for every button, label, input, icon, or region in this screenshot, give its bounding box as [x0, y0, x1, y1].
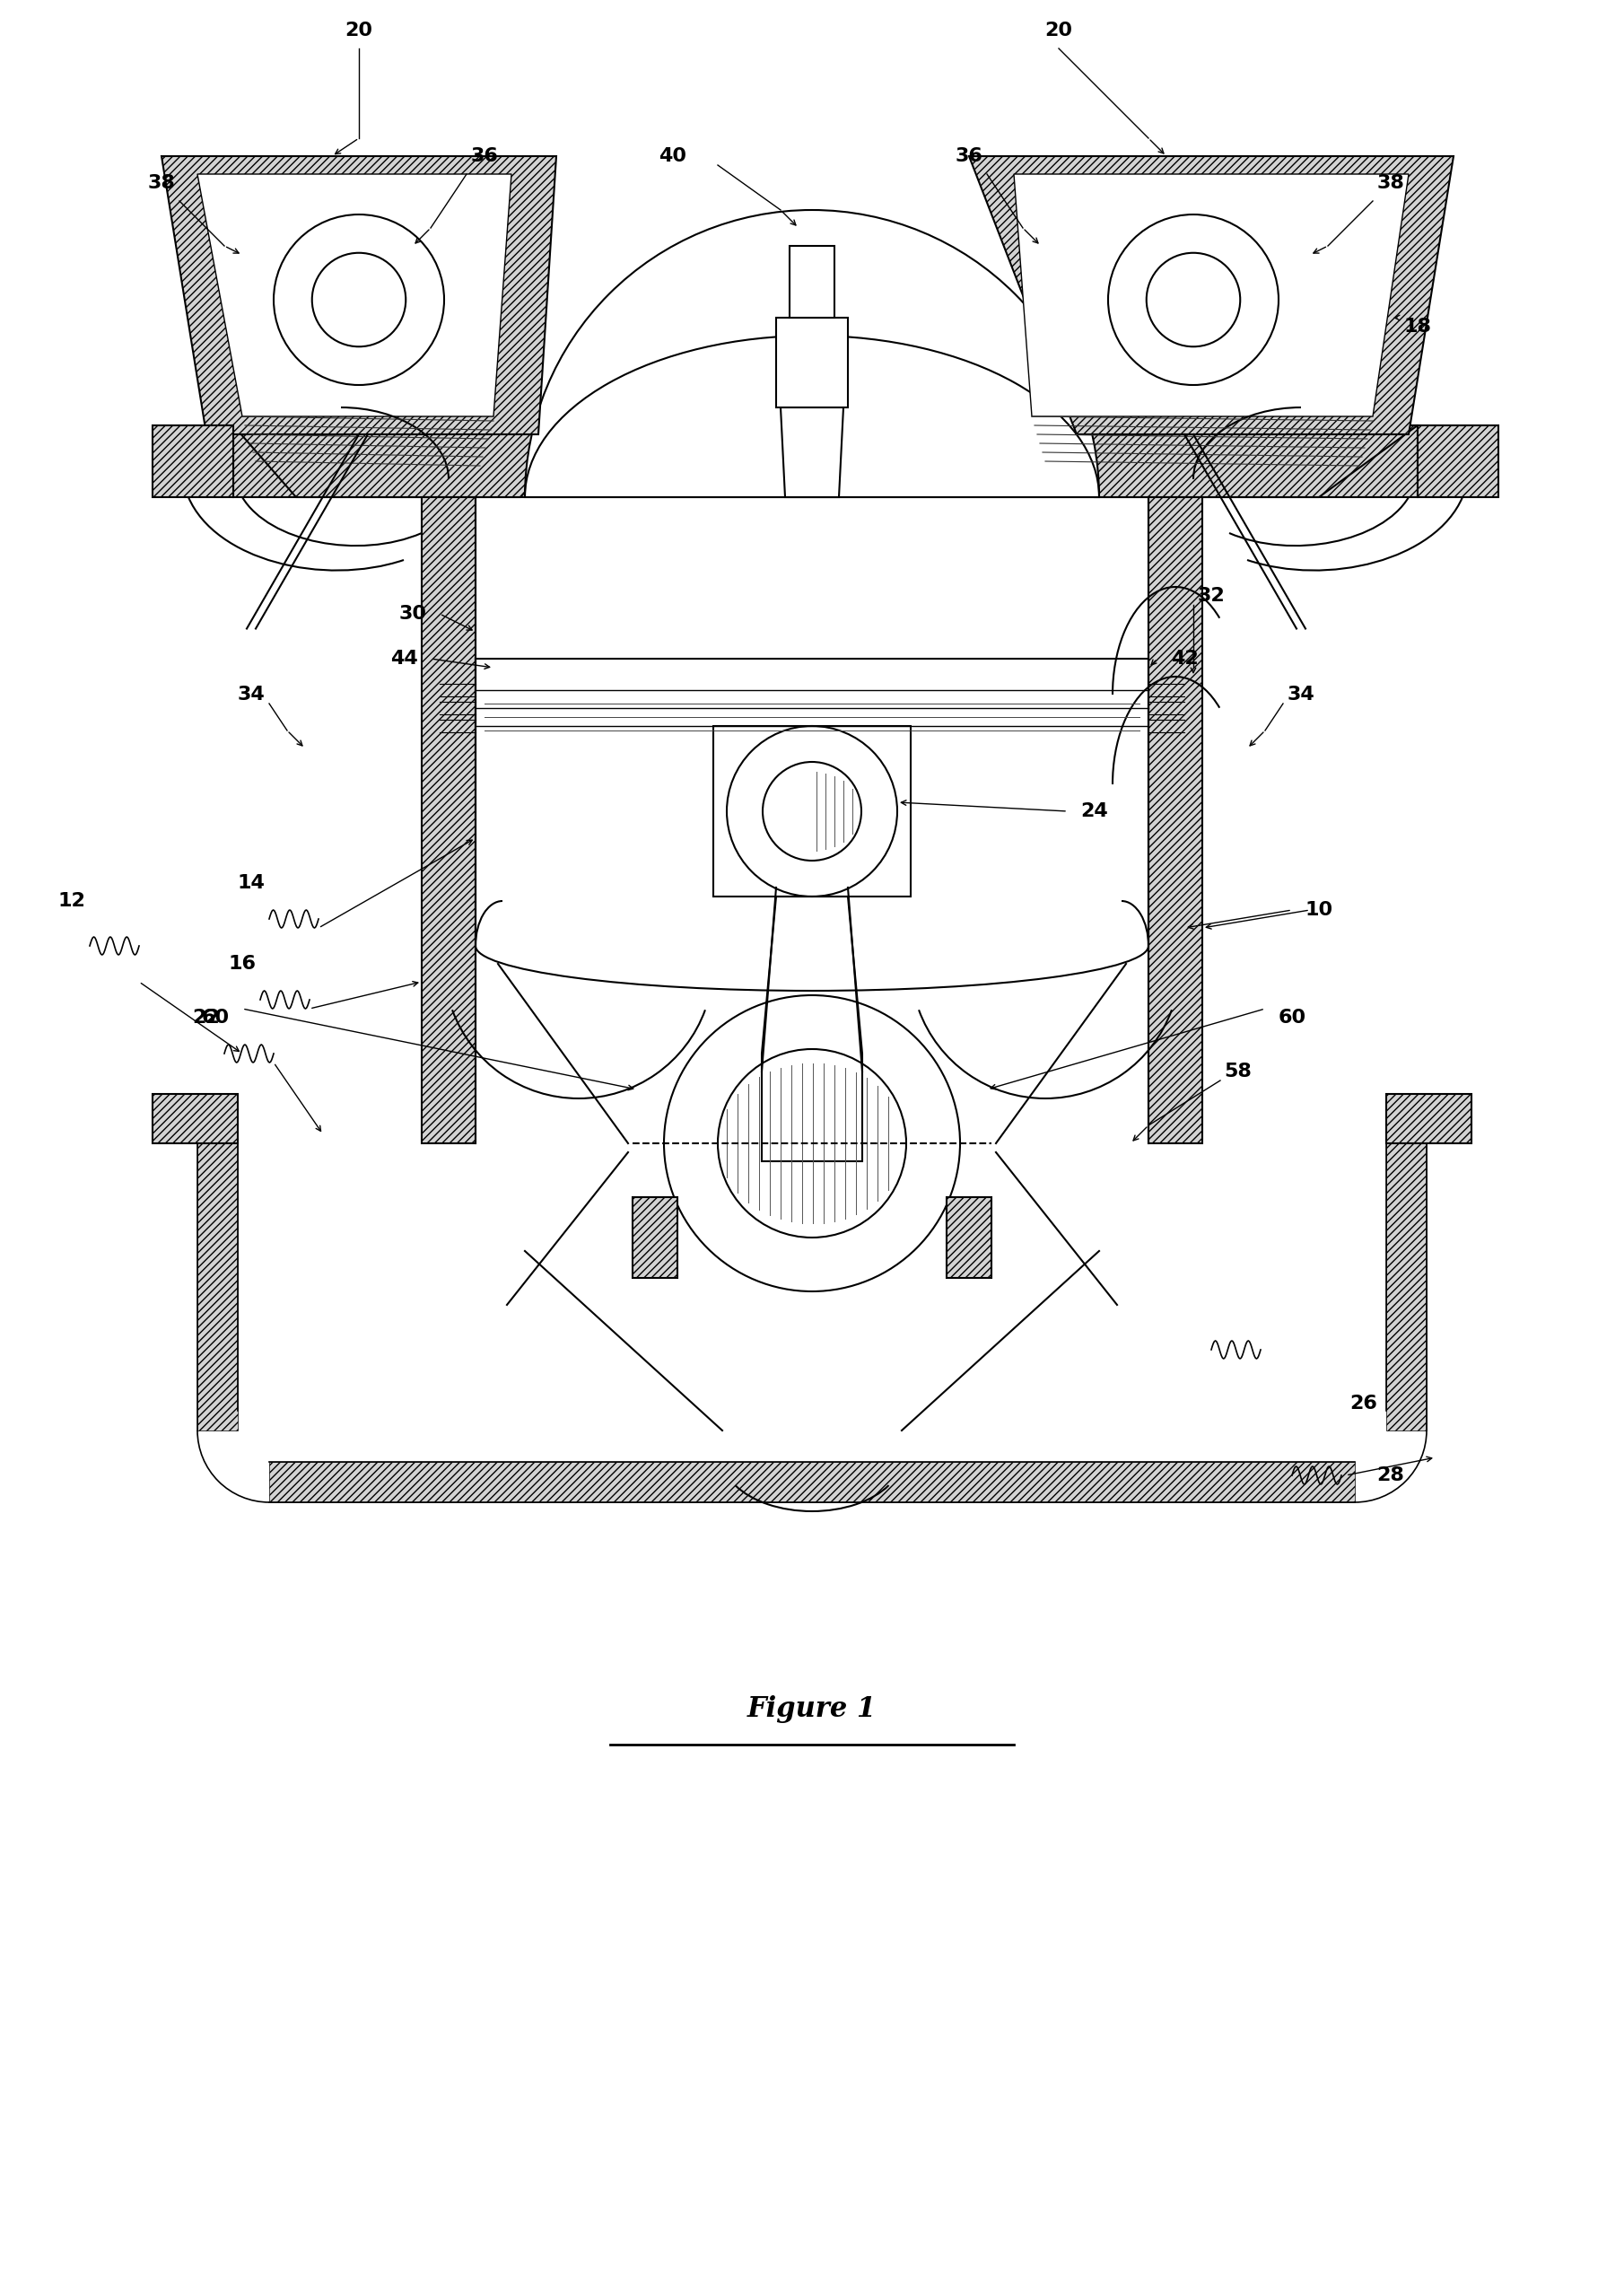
Text: 60: 60 [201, 1008, 229, 1027]
Text: 30: 30 [400, 605, 427, 623]
Polygon shape [970, 156, 1453, 435]
Text: 16: 16 [229, 956, 257, 972]
Text: 32: 32 [1197, 587, 1224, 605]
Wedge shape [525, 211, 1099, 497]
Polygon shape [1387, 1144, 1426, 1430]
Polygon shape [234, 426, 1418, 497]
Text: 22: 22 [193, 1008, 221, 1027]
Text: 24: 24 [1082, 802, 1109, 821]
Polygon shape [789, 245, 835, 319]
Text: 36: 36 [471, 147, 499, 165]
Polygon shape [776, 319, 848, 408]
Polygon shape [633, 1196, 677, 1279]
Polygon shape [1013, 174, 1408, 417]
Text: 28: 28 [1377, 1467, 1405, 1485]
Text: 44: 44 [390, 649, 417, 667]
Text: 34: 34 [237, 685, 265, 704]
Polygon shape [270, 1462, 1354, 1501]
Polygon shape [198, 174, 512, 417]
Polygon shape [1387, 1093, 1471, 1144]
Polygon shape [781, 408, 843, 497]
Text: 26: 26 [1350, 1394, 1377, 1412]
Text: 60: 60 [1278, 1008, 1306, 1027]
Polygon shape [234, 426, 583, 497]
Text: Figure 1: Figure 1 [747, 1694, 877, 1724]
Text: 20: 20 [344, 21, 374, 39]
Text: 42: 42 [1171, 649, 1199, 667]
Polygon shape [1067, 426, 1418, 497]
Text: 20: 20 [1044, 21, 1072, 39]
Polygon shape [153, 1093, 237, 1144]
Text: 38: 38 [1377, 174, 1405, 193]
Text: 18: 18 [1403, 319, 1431, 335]
Polygon shape [422, 497, 476, 1144]
Text: 36: 36 [955, 147, 983, 165]
Text: 12: 12 [58, 892, 86, 910]
Polygon shape [153, 426, 234, 497]
Text: 38: 38 [148, 174, 175, 193]
Text: 40: 40 [659, 147, 687, 165]
Polygon shape [161, 156, 557, 435]
Polygon shape [1148, 497, 1202, 1144]
Text: 58: 58 [1224, 1063, 1252, 1080]
Text: 10: 10 [1306, 901, 1333, 919]
Polygon shape [1418, 426, 1499, 497]
Polygon shape [947, 1196, 991, 1279]
Text: 34: 34 [1288, 685, 1315, 704]
Polygon shape [198, 1144, 237, 1430]
Text: 14: 14 [237, 873, 265, 892]
